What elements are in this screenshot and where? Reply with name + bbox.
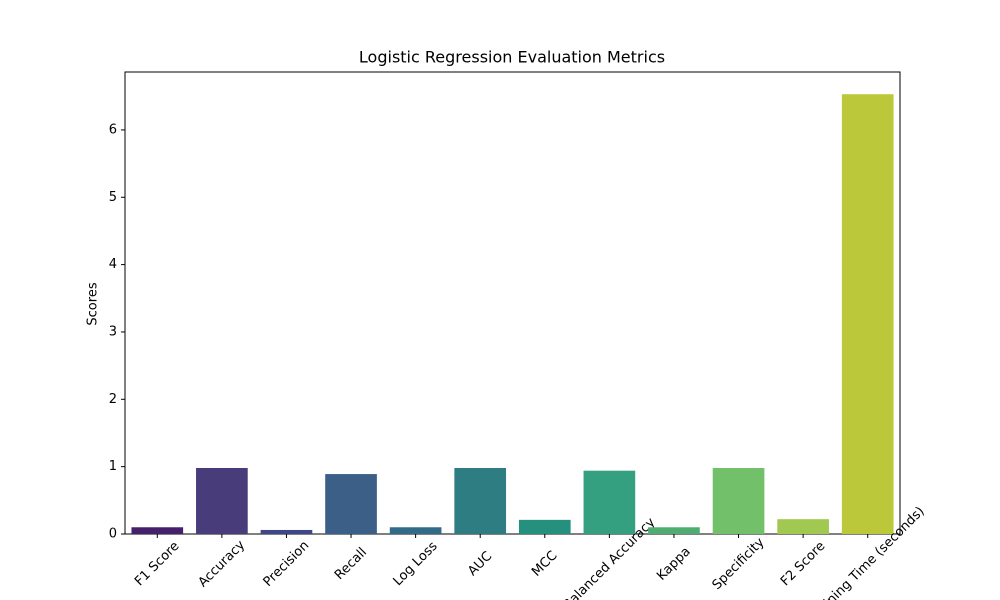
x-tick-label: Precision <box>261 538 313 590</box>
x-tick-label: Accuracy <box>196 537 249 590</box>
y-tick-label: 5 <box>109 190 117 205</box>
bar <box>841 94 894 534</box>
bar <box>454 468 507 534</box>
y-tick-label: 2 <box>109 392 117 407</box>
y-axis-label: Scores <box>86 282 101 325</box>
y-tick-label: 3 <box>109 324 117 339</box>
x-tick-label: AUC <box>465 549 495 579</box>
x-tick-label: Log Loss <box>391 539 441 589</box>
bar <box>777 519 829 534</box>
x-tick-label: Specificity <box>710 535 768 593</box>
x-tick-label: F1 Score <box>132 539 182 589</box>
bar <box>583 470 636 534</box>
bar <box>131 527 184 534</box>
x-tick-label: Kappa <box>654 544 693 583</box>
chart-title: Logistic Regression Evaluation Metrics <box>359 48 665 67</box>
plot-frame <box>124 71 901 535</box>
x-tick-label: MCC <box>529 548 560 579</box>
y-tick-label: 1 <box>109 459 117 474</box>
bar <box>196 468 248 534</box>
y-tick-label: 0 <box>109 527 117 542</box>
bar <box>518 519 571 534</box>
x-tick-label: Recall <box>332 545 370 583</box>
y-tick-label: 6 <box>109 122 117 137</box>
bar <box>260 529 313 534</box>
bar <box>712 468 765 534</box>
bar <box>389 527 442 534</box>
y-tick-label: 4 <box>109 257 117 272</box>
bar <box>648 527 700 534</box>
bar <box>325 474 377 534</box>
x-tick-label: F2 Score <box>778 539 828 589</box>
